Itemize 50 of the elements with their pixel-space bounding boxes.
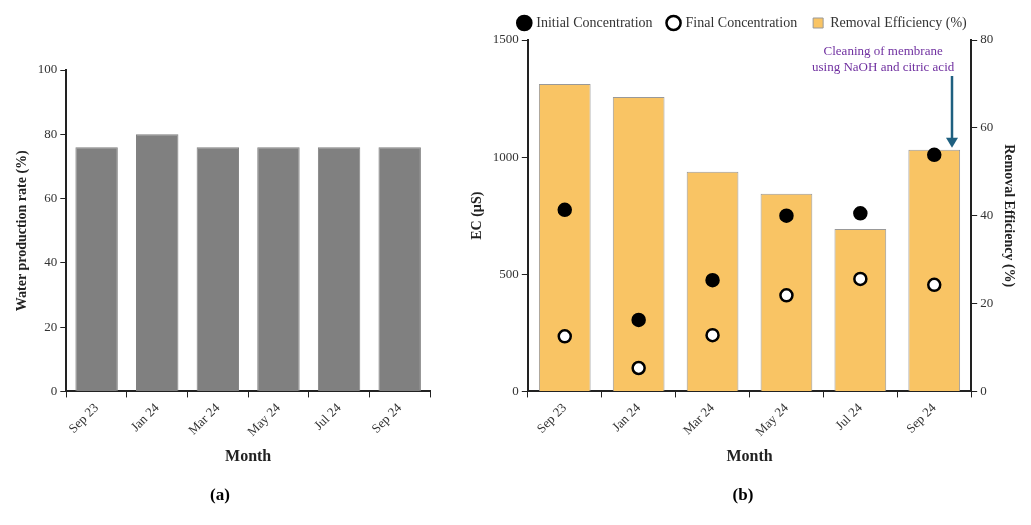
x-tick-label: Mar 24: [679, 399, 718, 438]
legend-label: Removal Efficiency (%): [830, 14, 968, 31]
y-tick-label: 60: [44, 189, 58, 205]
point: [927, 277, 942, 293]
legend-label: Final Concentration: [685, 14, 798, 30]
x-tick-label: Jul 24: [832, 399, 866, 433]
y2-tick-label: 0: [980, 382, 987, 398]
x-tick-label: Sep 24: [368, 399, 405, 436]
legend-label: Initial Concentration: [536, 14, 653, 30]
y-tick-label: 0: [50, 382, 58, 398]
y2-tick-label: 80: [980, 31, 994, 47]
y2-tick-label: 20: [980, 294, 994, 310]
y2-tick-label: 60: [980, 119, 994, 135]
x-tick-label: May 24: [752, 399, 792, 439]
point: [779, 208, 794, 223]
point: [557, 329, 572, 344]
point: [705, 327, 720, 343]
y-tick-label: 1000: [492, 148, 519, 164]
x-tick-label: Jul 24: [310, 399, 344, 433]
y-tick-label: 1500: [492, 31, 519, 47]
x-axis-title: Month: [225, 446, 272, 464]
text: (a): [209, 485, 231, 505]
point: [631, 360, 646, 376]
y-tick-label: 40: [44, 254, 58, 270]
point: [557, 202, 572, 218]
point: [853, 271, 868, 287]
point: [927, 147, 942, 163]
y-tick-label: 80: [44, 125, 58, 141]
y-axis-title: Water production rate (%): [14, 149, 31, 312]
x-tick-label: Jan 24: [127, 399, 163, 435]
y2-axis-title: Removal Efficiency (%): [1000, 144, 1017, 288]
y-tick-label: 20: [44, 318, 58, 334]
y-axis-title: EC (µS): [469, 191, 486, 240]
annotation: Cleaning of membrane using NaOH and citric acid: [812, 43, 955, 75]
point: [705, 272, 720, 288]
y-tick-label: 0: [512, 382, 519, 398]
y-tick-label: 100: [37, 61, 58, 77]
x-tick-label: Sep 23: [533, 399, 570, 436]
x-tick-label: May 24: [244, 399, 284, 439]
x-tick-label: Jan 24: [608, 399, 644, 435]
x-axis-title: Month: [726, 446, 773, 464]
point: [631, 312, 646, 328]
point: [779, 288, 794, 303]
text: (b): [731, 485, 755, 505]
x-tick-label: Mar 24: [184, 399, 223, 438]
y-tick-label: 500: [499, 265, 519, 281]
x-tick-label: Sep 23: [65, 399, 102, 436]
y2-tick-label: 40: [980, 207, 994, 223]
point: [853, 206, 868, 221]
x-tick-label: Sep 24: [902, 399, 940, 436]
